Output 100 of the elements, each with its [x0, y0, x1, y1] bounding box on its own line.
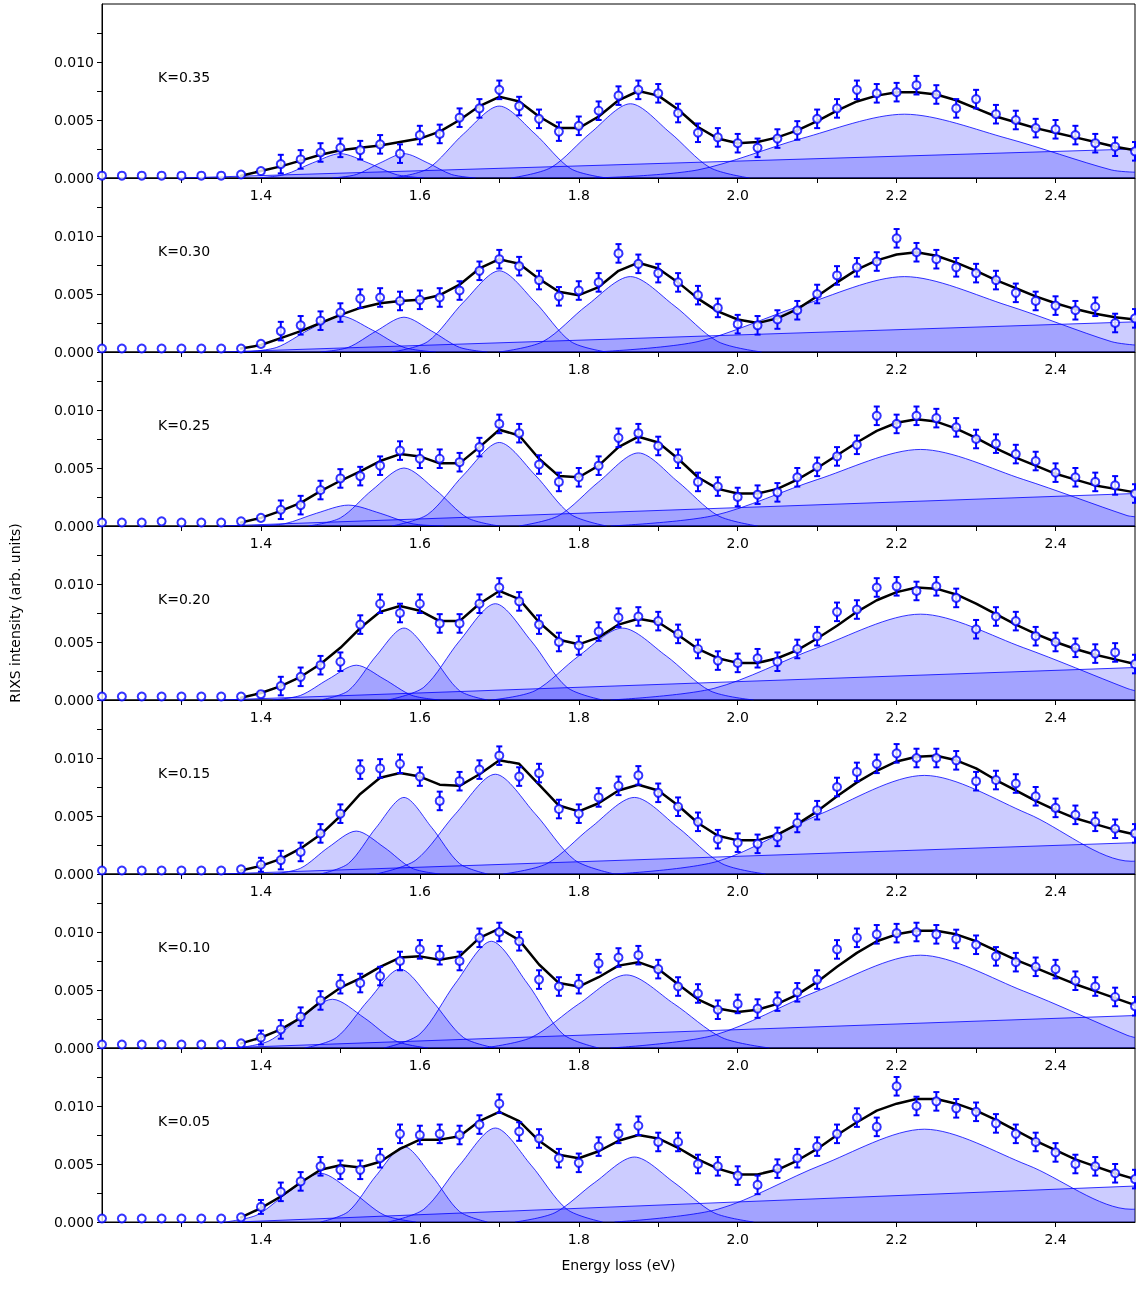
- point: [1030, 1136, 1041, 1147]
- point: [216, 865, 227, 876]
- point: [1010, 778, 1021, 789]
- point: [593, 626, 604, 637]
- x-tick-label: 1.4: [249, 1231, 273, 1247]
- point: [772, 996, 783, 1007]
- point: [732, 657, 743, 668]
- point: [812, 289, 823, 299]
- point: [593, 792, 604, 803]
- point: [673, 1136, 684, 1147]
- point: [812, 974, 823, 985]
- point: [772, 133, 783, 144]
- y-tick-label: 0.000: [53, 1040, 94, 1056]
- y-tick-label: 0.000: [53, 866, 94, 882]
- x-tick-label: 1.6: [408, 361, 432, 377]
- point: [990, 109, 1001, 120]
- point: [534, 275, 545, 286]
- point: [236, 1212, 247, 1223]
- point: [216, 517, 227, 528]
- point: [375, 139, 386, 150]
- point: [752, 1179, 763, 1190]
- point: [335, 1164, 346, 1175]
- point: [514, 936, 525, 947]
- point: [414, 598, 425, 609]
- point: [593, 1141, 604, 1152]
- point: [712, 132, 723, 143]
- y-tick-label: 0.010: [53, 402, 94, 418]
- point: [911, 927, 922, 937]
- point: [116, 1039, 127, 1050]
- point: [375, 460, 386, 471]
- point: [792, 1153, 803, 1164]
- point: [692, 127, 703, 138]
- point: [375, 971, 386, 982]
- point: [156, 865, 167, 876]
- point: [434, 618, 445, 629]
- point: [414, 294, 425, 305]
- point: [1010, 115, 1021, 125]
- point: [871, 758, 882, 769]
- point: [712, 302, 723, 313]
- y-tick-label: 0.005: [53, 982, 94, 998]
- point: [633, 258, 644, 269]
- y-tick-label: 0.000: [53, 1214, 94, 1230]
- point: [732, 1170, 743, 1181]
- point: [633, 428, 644, 439]
- point: [871, 410, 882, 421]
- point: [514, 101, 525, 112]
- point: [812, 113, 823, 124]
- y-axis-title: RIXS intensity (arb. units): [7, 523, 23, 703]
- point: [474, 265, 485, 276]
- point: [990, 611, 1001, 622]
- point: [474, 764, 485, 775]
- point: [216, 691, 227, 702]
- point: [375, 1153, 386, 1164]
- point: [97, 170, 107, 181]
- y-tick-label: 0.005: [53, 286, 94, 302]
- point: [176, 865, 187, 876]
- point: [97, 691, 107, 702]
- point: [871, 929, 882, 940]
- point: [553, 1153, 564, 1164]
- point: [335, 808, 346, 819]
- point: [891, 418, 902, 429]
- x-tick-label: 1.6: [408, 709, 432, 725]
- point: [136, 1039, 147, 1050]
- point: [514, 596, 525, 607]
- point: [196, 691, 207, 702]
- point: [315, 660, 326, 671]
- point: [951, 592, 962, 603]
- point: [613, 90, 624, 101]
- point: [971, 1106, 982, 1117]
- x-tick-label: 1.4: [249, 883, 273, 899]
- point: [951, 262, 962, 273]
- point: [1050, 300, 1061, 311]
- point: [891, 87, 902, 98]
- point: [752, 489, 763, 500]
- x-tick-label: 1.8: [567, 1231, 590, 1247]
- point: [971, 939, 982, 950]
- point: [772, 831, 783, 842]
- y-tick-label: 0.010: [53, 924, 94, 940]
- point: [1110, 318, 1121, 328]
- point: [593, 277, 604, 288]
- point: [434, 453, 445, 464]
- point: [812, 805, 823, 816]
- point: [792, 987, 803, 998]
- point: [712, 834, 723, 845]
- point: [792, 125, 803, 136]
- point: [414, 1130, 425, 1140]
- point: [911, 247, 922, 258]
- point: [315, 315, 326, 326]
- point: [315, 147, 326, 158]
- point: [116, 691, 127, 702]
- point: [613, 952, 624, 963]
- point: [931, 929, 942, 940]
- point: [871, 88, 882, 99]
- point: [613, 1128, 624, 1139]
- x-tick-label: 2.4: [1044, 883, 1067, 899]
- x-tick-label: 2.4: [1044, 1057, 1067, 1073]
- point: [812, 461, 823, 472]
- x-tick-label: 2.2: [885, 187, 908, 203]
- point: [990, 275, 1001, 286]
- x-tick-label: 1.4: [249, 187, 273, 203]
